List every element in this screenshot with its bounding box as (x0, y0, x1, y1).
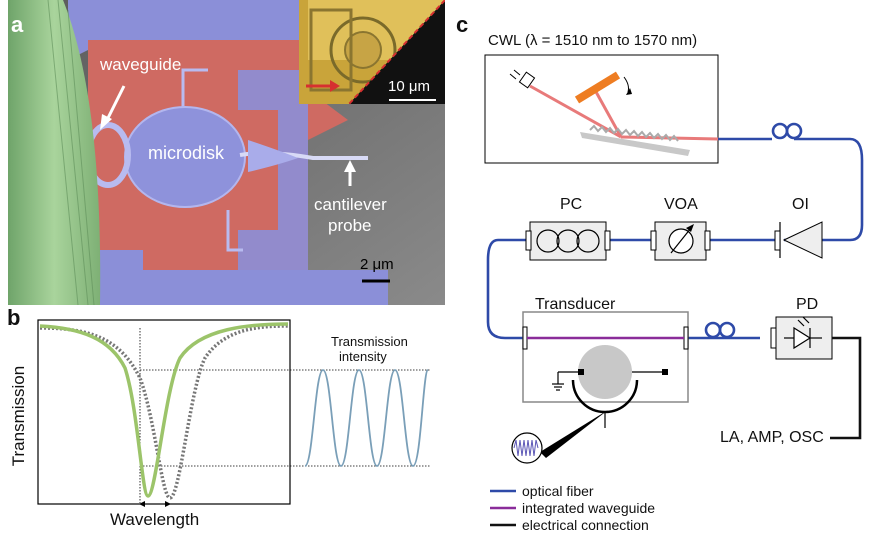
panel-c-letter: c (456, 12, 469, 37)
laser-emitter-icon (509, 69, 536, 89)
waveguide-label: waveguide (100, 55, 182, 74)
panel-b-plot (37, 319, 430, 507)
output-instruments-label: LA, AMP, OSC (720, 429, 824, 446)
legend-item-optical-fiber: optical fiber (522, 483, 594, 499)
electrical-connection-line (830, 336, 862, 440)
tuning-mirror (574, 71, 621, 104)
cantilever-label: cantilever (314, 195, 387, 214)
transmission-intensity-wave (304, 369, 429, 467)
fiber-loop-bottom (704, 321, 736, 339)
shifted-resonance-curve (39, 322, 289, 498)
microdisk-label: microdisk (148, 143, 225, 163)
probe-tip (540, 410, 608, 458)
scale-bar-label: 2 μm (360, 256, 394, 273)
intensity-label-line2: intensity (339, 349, 387, 364)
legend: optical fiber integrated waveguide elect… (522, 483, 655, 534)
intensity-label-line1: Transmission (331, 334, 408, 349)
pc-label: PC (560, 196, 583, 213)
panel-a-letter: a (11, 12, 24, 37)
panel-b-xlabel: Wavelength (110, 510, 200, 529)
transducer-label: Transducer (535, 296, 616, 313)
panel-b-ylabel: Transmission (9, 365, 28, 467)
attenuator-arrow-icon (670, 227, 692, 254)
inset-scale-bar-label: 10 μm (388, 78, 430, 95)
oi-label: OI (792, 196, 809, 213)
cwl-laser-box (484, 54, 719, 164)
fiber-loop-top (771, 122, 803, 140)
cwl-label: CWL (λ = 1510 nm to 1570 nm) (488, 32, 698, 49)
sem-micrograph (8, 0, 446, 306)
legend-item-integrated-waveguide: integrated waveguide (522, 500, 656, 516)
setup-schematic (484, 54, 864, 527)
panel-b-letter: b (7, 305, 21, 330)
ground-symbol-icon (552, 372, 564, 391)
pd-label: PD (796, 296, 819, 313)
polarization-controller-box (529, 221, 607, 261)
probe-label: probe (328, 216, 372, 235)
voa-label: VOA (664, 196, 698, 213)
sem-inset (299, 0, 446, 105)
optical-isolator-icon (774, 221, 823, 259)
photodiode-icon (784, 316, 822, 350)
legend-item-electrical-connection: electrical connection (522, 517, 649, 533)
panel-a: a waveguide microdisk cantilever probe 2… (8, 0, 446, 306)
rotation-arrow-icon (623, 76, 629, 93)
microdisk-resonator (578, 345, 632, 399)
optical-fiber-lines (486, 137, 864, 340)
diffraction-grating (580, 132, 690, 156)
reference-resonance-curve (39, 324, 289, 500)
